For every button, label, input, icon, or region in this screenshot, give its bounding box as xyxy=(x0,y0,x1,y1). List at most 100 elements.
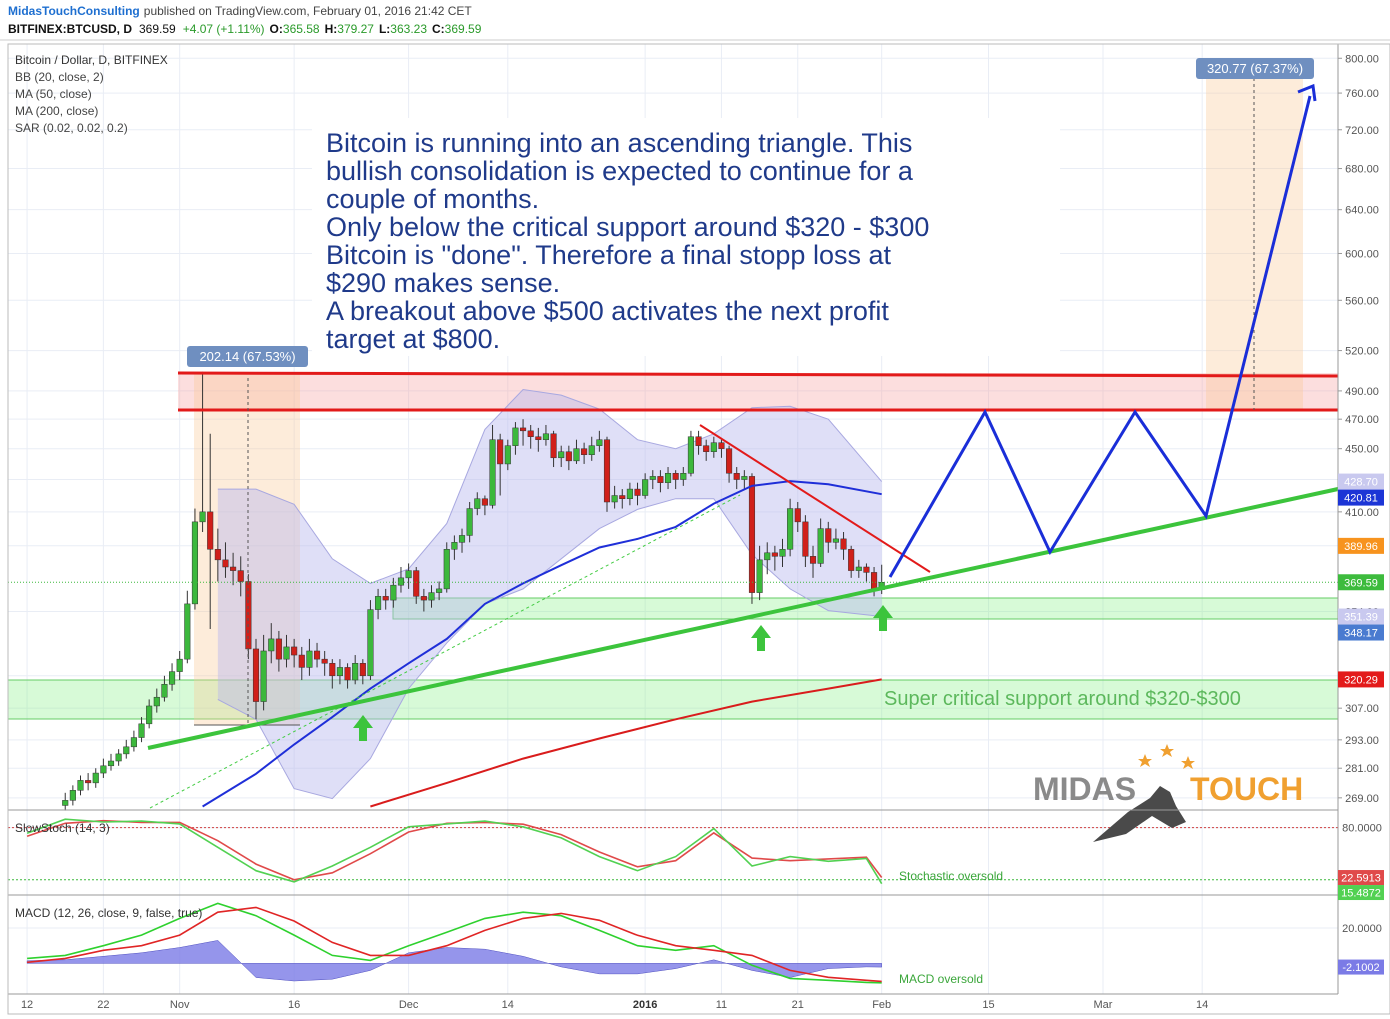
annotation-line: A breakout above $500 activates the next… xyxy=(326,296,889,326)
x-tick-label: Nov xyxy=(170,999,190,1011)
price-badge-label: 389.96 xyxy=(1344,541,1378,553)
candle-body xyxy=(680,473,687,480)
legend-entry: SAR (0.02, 0.02, 0.2) xyxy=(15,121,128,135)
candle-body xyxy=(848,549,855,571)
logo-star xyxy=(1138,754,1152,767)
candle-body xyxy=(474,498,481,509)
candle-body xyxy=(428,592,435,601)
measure-box xyxy=(1206,68,1303,410)
candle-body xyxy=(413,570,420,597)
candle-body xyxy=(275,638,282,660)
projection-arrow xyxy=(1297,83,1317,102)
moving-average xyxy=(370,678,882,808)
logo-text: MIDAS xyxy=(1033,771,1136,807)
candle-body xyxy=(390,584,397,601)
candle-body xyxy=(794,508,801,523)
ohlc-label: O: xyxy=(270,22,283,36)
candle-body xyxy=(733,473,740,480)
candle-body xyxy=(69,790,76,801)
price-badge xyxy=(1338,574,1384,591)
candle-body xyxy=(512,427,519,446)
candle-body xyxy=(550,433,557,459)
y-tick-label: 269.00 xyxy=(1345,793,1379,805)
x-tick-label: Dec xyxy=(399,999,419,1011)
candle-body xyxy=(115,753,122,762)
candle-body xyxy=(687,436,694,474)
candle-body xyxy=(542,433,550,440)
frame xyxy=(7,43,1390,1015)
annotation-line: Only below the critical support around $… xyxy=(326,212,929,242)
candle-body xyxy=(222,559,229,568)
annotation-line: $290 makes sense. xyxy=(326,268,560,298)
candle-body xyxy=(451,542,458,550)
x-tick-label: 11 xyxy=(716,999,727,1011)
y-tick-label: 293.00 xyxy=(1345,735,1379,747)
x-tick-label: Mar xyxy=(1094,999,1113,1011)
logo-bull xyxy=(1093,786,1186,842)
candle-body xyxy=(504,445,511,465)
price-badge-label: 420.81 xyxy=(1344,493,1378,505)
annotation-line: couple of months. xyxy=(326,184,539,214)
candle-body xyxy=(649,476,656,480)
y-tick-label: 680.00 xyxy=(1345,164,1379,176)
candle-body xyxy=(169,671,176,685)
candle-body xyxy=(748,476,756,593)
candle-body xyxy=(375,596,382,610)
moving-average xyxy=(202,480,882,808)
annotation: Bitcoin is running into an ascending tri… xyxy=(326,128,929,354)
candle-body xyxy=(481,498,488,506)
symbol-line: BITFINEX:BTCUSD, D 369.59 +4.07 (+1.11%) O:… xyxy=(8,22,482,36)
candle-body xyxy=(313,650,321,660)
candle-body xyxy=(809,556,817,564)
candle-body xyxy=(85,780,92,784)
candle-body xyxy=(832,538,839,543)
x-tick-label: 14 xyxy=(502,999,514,1011)
candle-body xyxy=(336,667,343,677)
candle-body xyxy=(840,538,847,550)
y-tick-label: 560.00 xyxy=(1345,295,1379,307)
candle-body xyxy=(535,436,542,440)
candle-body xyxy=(642,479,649,496)
y-tick-label: 307.00 xyxy=(1345,703,1379,715)
price-badge xyxy=(1338,608,1384,625)
y-tick-label: 520.00 xyxy=(1345,346,1379,358)
candle-body xyxy=(123,746,130,755)
publisher: MidasTouchConsulting xyxy=(8,4,140,18)
candle-body xyxy=(420,596,427,601)
candle-body xyxy=(871,572,878,590)
legend-entry: Bitcoin / Dollar, D, BITFINEX xyxy=(15,53,168,67)
oscillator-line xyxy=(27,902,882,984)
legend-entry: BB (20, close, 2) xyxy=(15,70,104,84)
measure-label: 202.14 (67.53%) xyxy=(199,349,295,364)
descending-resistance xyxy=(699,424,931,573)
y-tick-label: 20.0000 xyxy=(1342,923,1382,935)
x-tick-label: 12 xyxy=(21,999,33,1011)
candle-body xyxy=(191,521,198,605)
ohlc-value: 363.23 xyxy=(390,22,427,36)
candle-body xyxy=(199,511,206,523)
published: published on TradingView.com, February 0… xyxy=(144,4,473,18)
candle-body xyxy=(359,663,366,677)
oscillator-line xyxy=(27,906,882,983)
candle-body xyxy=(787,508,794,550)
up-arrow xyxy=(751,625,771,651)
price-badge-label: 320.29 xyxy=(1344,674,1378,686)
ohlc-label: H: xyxy=(325,22,338,36)
y-tick-label: 600.00 xyxy=(1345,248,1379,260)
candle-body xyxy=(565,451,572,462)
ohlc-value: 379.27 xyxy=(337,22,374,36)
candle-body xyxy=(657,476,664,483)
candle-body xyxy=(664,473,672,483)
candle-body xyxy=(298,654,305,668)
candle-body xyxy=(603,439,611,503)
candle-body xyxy=(855,566,862,571)
candle-body xyxy=(596,439,603,446)
up-arrow xyxy=(353,715,373,741)
candle-body xyxy=(214,549,221,561)
candle-body xyxy=(77,780,84,791)
price-badge xyxy=(1338,537,1384,554)
pane-note: Stochastic oversold xyxy=(899,869,1003,883)
logo-text: TOUCH xyxy=(1190,771,1303,807)
x-tick-label: 2016 xyxy=(633,999,657,1011)
